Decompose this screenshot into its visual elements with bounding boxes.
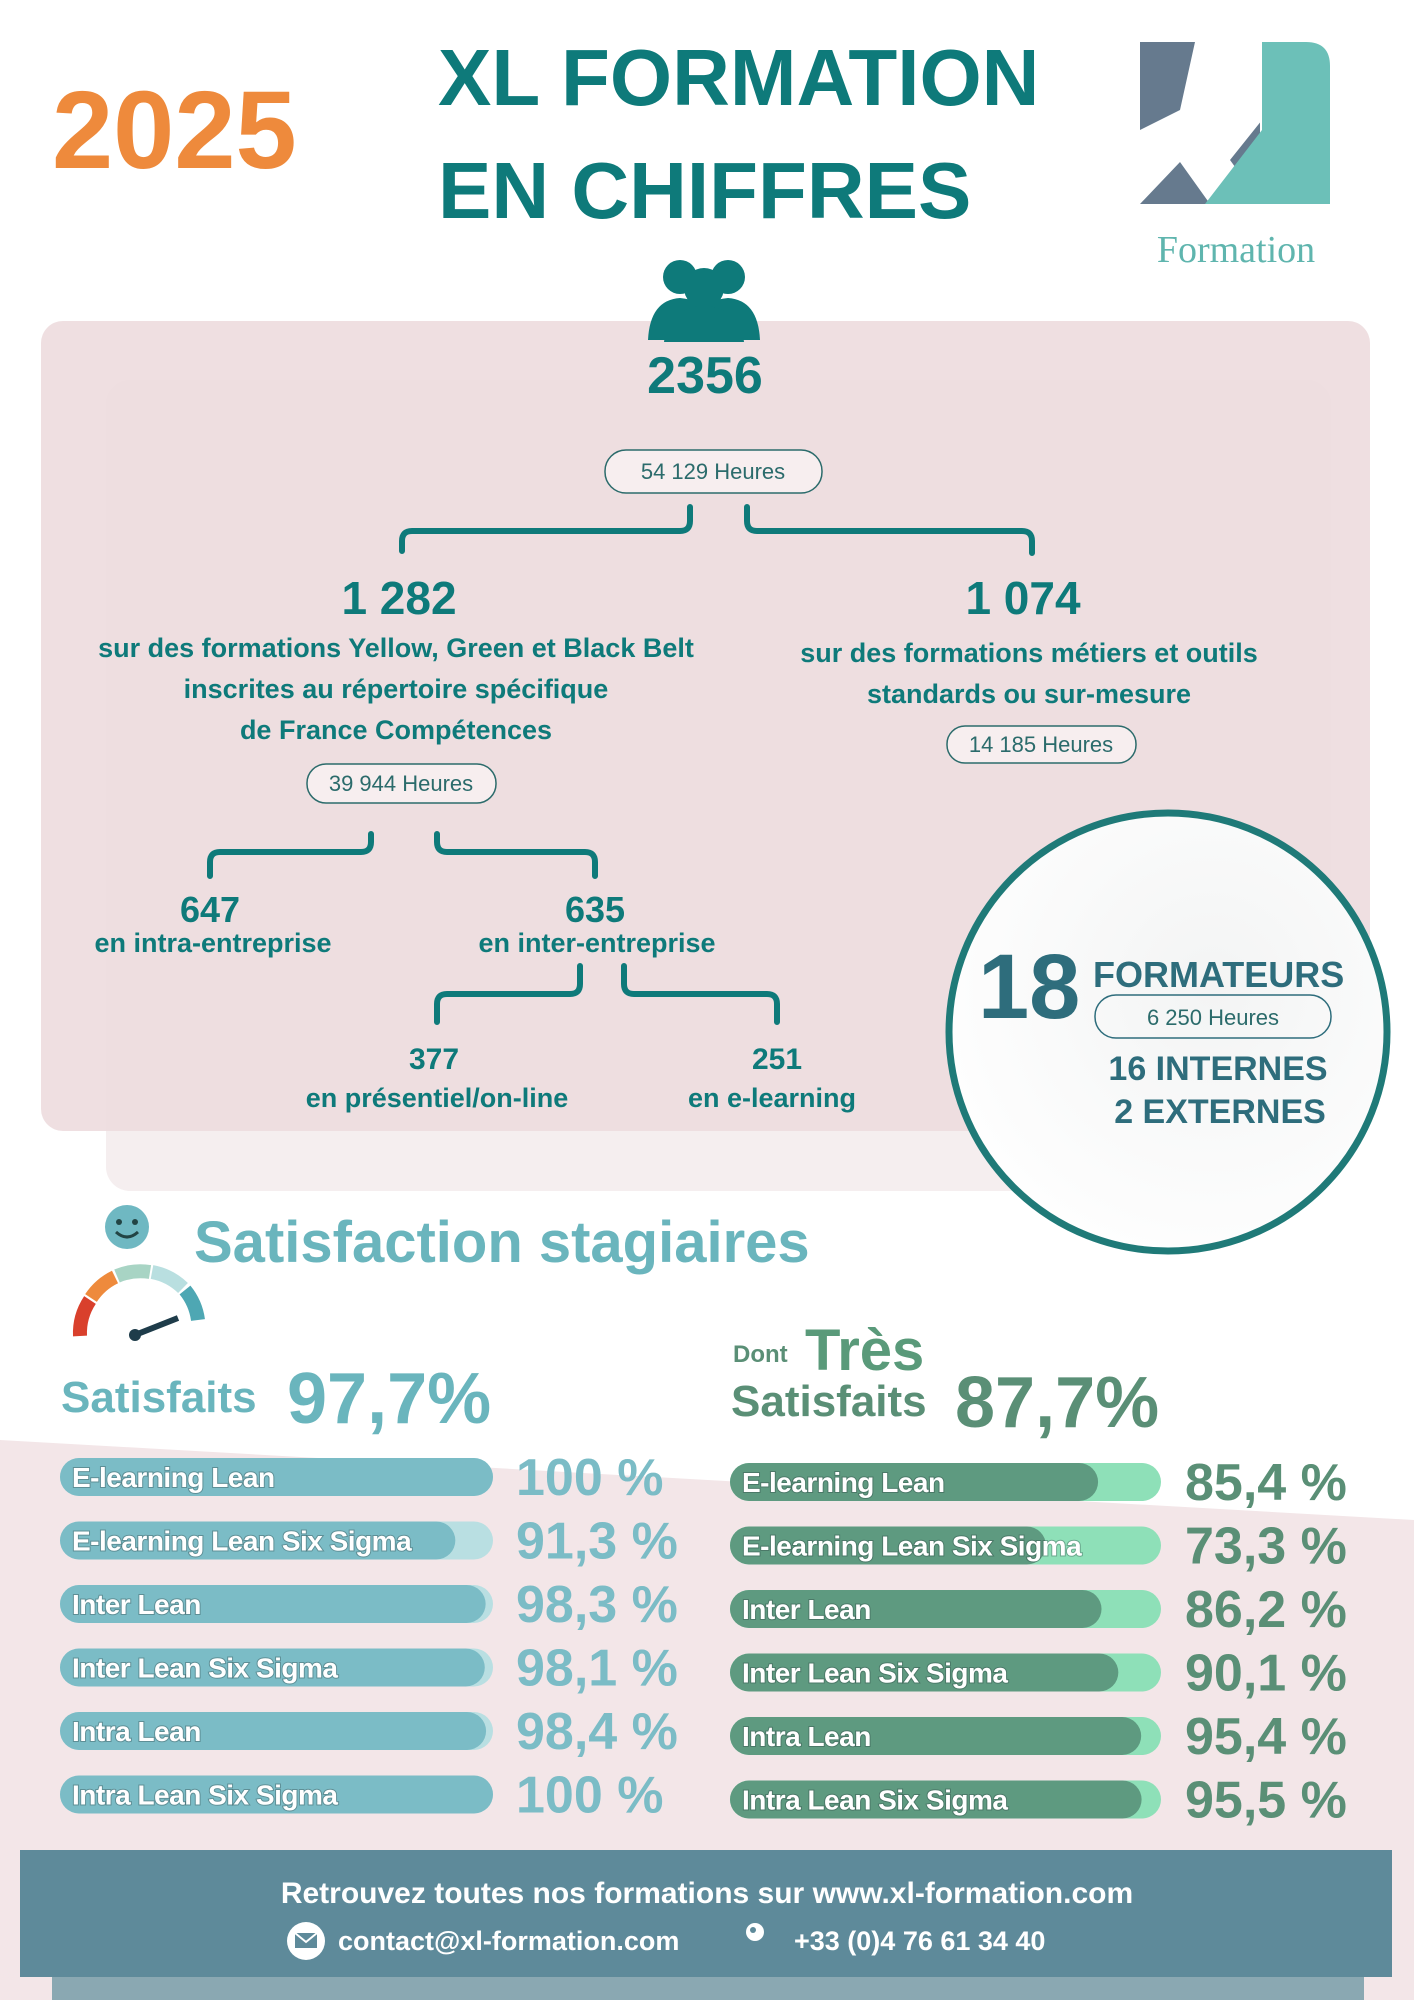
bar-name: Intra Lean Six Sigma [72, 1780, 338, 1811]
branch-text: sur des formations Yellow, Green et Blac… [98, 633, 694, 663]
title: XL FORMATION [438, 33, 1039, 122]
bar [730, 1590, 1102, 1628]
bar-value: 100 % [516, 1449, 663, 1507]
bar-name: Intra Lean [742, 1721, 871, 1752]
bar-name: Inter Lean Six Sigma [742, 1658, 1008, 1689]
hours-pill [946, 725, 1137, 764]
footer-phone: +33 (0)4 76 61 34 40 [794, 1926, 1045, 1956]
count: 647 [180, 889, 240, 930]
count: 635 [565, 889, 625, 930]
branch-text: inscrites au répertoire spécifique [184, 674, 609, 704]
hours: 6 250 Heures [1147, 1005, 1279, 1030]
footer-text: Retrouvez toutes nos formations sur www.… [281, 1877, 1133, 1910]
section-title: Satisfaction stagiaires [194, 1210, 810, 1275]
bar-name: Inter Lean [72, 1589, 201, 1620]
trainers-external: 2 EXTERNES [1114, 1093, 1326, 1131]
bar-value: 95,4 % [1185, 1708, 1347, 1766]
logo: Formation [1140, 42, 1330, 271]
bar-value: 100 % [516, 1767, 663, 1825]
count-label: en intra-entreprise [94, 928, 331, 958]
bar-value: 98,1 % [516, 1640, 678, 1698]
bars: E-learning Lean 100 % E-learning Lean Six … [60, 1449, 1347, 1830]
bar [60, 1521, 456, 1560]
count: 377 [409, 1043, 459, 1076]
hours-pill [1094, 994, 1332, 1039]
very-prefix: Dont [733, 1341, 788, 1368]
branch-text: sur des formations métiers et outils [800, 638, 1258, 668]
footer [20, 1850, 1392, 1977]
total: 2356 [647, 347, 763, 405]
bar-name: E-learning Lean Six Sigma [742, 1531, 1082, 1562]
bar-value: 90,1 % [1185, 1645, 1347, 1703]
very-label: Satisfaits [731, 1377, 927, 1426]
bar-name: Inter Lean Six Sigma [72, 1653, 338, 1684]
bar [730, 1717, 1142, 1755]
email-icon [287, 1922, 325, 1960]
bar-name: E-learning Lean [72, 1462, 275, 1493]
trainers-count: 18 [978, 936, 1080, 1038]
connector [744, 504, 1035, 556]
bar [60, 1775, 493, 1814]
connector [621, 963, 780, 1025]
bar-value: 73,3 % [1185, 1518, 1347, 1576]
connector [434, 831, 598, 879]
bar [60, 1585, 486, 1623]
gauge-icon [72, 1264, 205, 1341]
very-emphasis: Très [805, 1318, 924, 1383]
bar-value: 85,4 % [1185, 1454, 1347, 1512]
footer-strip [52, 1977, 1364, 2000]
bar [730, 1653, 1119, 1692]
count-label: en présentiel/on-line [306, 1083, 569, 1113]
bar [60, 1712, 487, 1750]
footer-email: contact@xl-formation.com [338, 1926, 679, 1956]
people-icon [648, 260, 760, 342]
bar-name: E-learning Lean [742, 1467, 945, 1498]
bar [730, 1526, 1046, 1565]
hours-pill [306, 763, 497, 804]
count-label: en inter-entreprise [478, 928, 715, 958]
bar [60, 1648, 485, 1687]
logo-text: Formation [1157, 229, 1315, 271]
very-value: 87,7% [955, 1363, 1159, 1443]
bar [730, 1463, 1099, 1501]
satisfied-label: Satisfaits [61, 1373, 257, 1422]
satisfied-value: 97,7% [287, 1359, 491, 1439]
bar-name: Intra Lean Six Sigma [742, 1785, 1008, 1816]
phone-icon [746, 1923, 764, 1941]
hours: 14 185 Heures [969, 732, 1113, 757]
count-label: en e-learning [688, 1083, 856, 1113]
branch-text: standards ou sur-mesure [867, 679, 1191, 709]
year: 2025 [52, 69, 297, 192]
trainers-circle [945, 809, 1391, 1255]
trainers-internal: 16 INTERNES [1108, 1050, 1327, 1088]
bar-name: Intra Lean [72, 1716, 201, 1747]
bar-value: 98,3 % [516, 1576, 678, 1634]
hours: 39 944 Heures [329, 771, 473, 796]
bar-value: 91,3 % [516, 1513, 678, 1571]
branch-count: 1 282 [341, 572, 456, 624]
smiley-icon [105, 1205, 149, 1249]
connector [207, 831, 374, 879]
trainers-label: FORMATEURS [1093, 954, 1344, 995]
bar-value: 95,5 % [1185, 1772, 1347, 1830]
hours-pill [604, 449, 823, 494]
title: EN CHIFFRES [438, 146, 971, 235]
connector [399, 504, 693, 554]
branch-count: 1 074 [965, 572, 1081, 624]
bar [60, 1458, 493, 1496]
connector [434, 963, 583, 1025]
bar-value: 98,4 % [516, 1703, 678, 1761]
branch-text: de France Compétences [240, 715, 552, 745]
bar-name: E-learning Lean Six Sigma [72, 1526, 412, 1557]
hours: 54 129 Heures [641, 459, 785, 484]
bar-value: 86,2 % [1185, 1581, 1347, 1639]
bar-name: Inter Lean [742, 1594, 871, 1625]
count: 251 [752, 1043, 802, 1076]
bar [730, 1780, 1142, 1819]
